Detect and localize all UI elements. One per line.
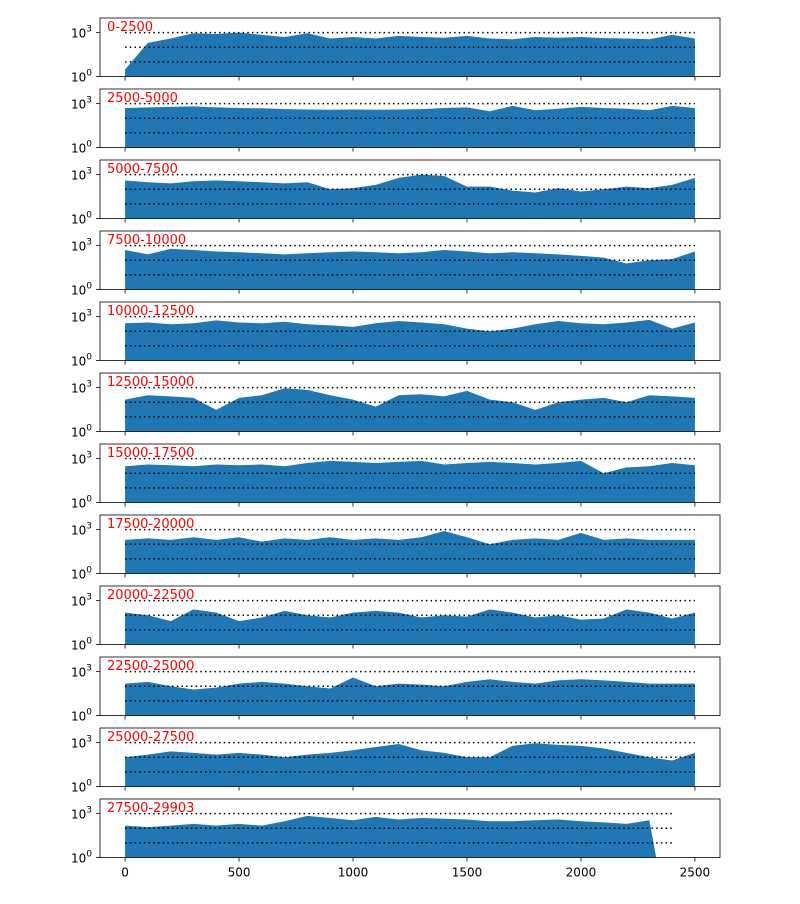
area-series-6: [125, 460, 695, 503]
panel-label-0: 0-2500: [107, 20, 153, 35]
x-tick-label-4: 2000: [566, 866, 597, 880]
panel-label-8: 20000-22500: [107, 588, 194, 603]
area-series-4: [125, 319, 695, 361]
y-tick-label-5-0: 100: [71, 424, 92, 440]
y-tick-label-7-0: 100: [71, 566, 92, 582]
area-series-2: [125, 174, 695, 219]
panel-frame-9: [99, 656, 721, 716]
panel-frame-2: [99, 159, 721, 219]
panel-frame-3: [99, 230, 721, 290]
y-tick-label-0-1: 103: [71, 25, 92, 41]
y-tick-label-3-0: 100: [71, 282, 92, 298]
area-series-11: [125, 815, 657, 858]
y-tick-label-10-1: 103: [71, 735, 92, 751]
panel-frame-11: [99, 798, 721, 858]
panel-frame-0: [99, 17, 721, 77]
y-tick-label-9-0: 100: [71, 708, 92, 724]
y-tick-label-1-1: 103: [71, 96, 92, 112]
y-tick-label-11-1: 103: [71, 806, 92, 822]
y-tick-label-0-0: 100: [71, 69, 92, 85]
panel-label-5: 12500-15000: [107, 375, 194, 390]
area-series-5: [125, 388, 695, 432]
x-tick-label-5: 2500: [680, 866, 711, 880]
y-tick-label-2-1: 103: [71, 167, 92, 183]
panel-frame-10: [99, 727, 721, 787]
y-tick-label-4-0: 100: [71, 353, 92, 369]
y-tick-label-5-1: 103: [71, 380, 92, 396]
panel-frame-4: [99, 301, 721, 361]
panel-frame-8: [99, 585, 721, 645]
x-tick-label-1: 500: [228, 866, 251, 880]
area-series-7: [125, 531, 695, 574]
x-tick-label-0: 0: [121, 866, 129, 880]
y-tick-label-3-1: 103: [71, 238, 92, 254]
y-tick-label-8-0: 100: [71, 637, 92, 653]
y-tick-label-2-0: 100: [71, 211, 92, 227]
x-tick-label-2: 1000: [338, 866, 369, 880]
y-tick-label-1-0: 100: [71, 140, 92, 156]
x-tick-label-3: 1500: [452, 866, 483, 880]
area-series-10: [125, 743, 695, 787]
y-tick-label-6-1: 103: [71, 451, 92, 467]
y-tick-label-6-0: 100: [71, 495, 92, 511]
panel-label-11: 27500-29903: [107, 801, 194, 816]
panel-frame-5: [99, 372, 721, 432]
panel-frame-7: [99, 514, 721, 574]
area-series-8: [125, 609, 695, 645]
panel-label-9: 22500-25000: [107, 659, 194, 674]
y-tick-label-7-1: 103: [71, 522, 92, 538]
panel-frame-1: [99, 88, 721, 148]
y-tick-label-11-0: 100: [71, 850, 92, 866]
panel-label-2: 5000-7500: [107, 162, 178, 177]
y-tick-label-10-0: 100: [71, 779, 92, 795]
panel-frame-6: [99, 443, 721, 503]
panel-label-1: 2500-5000: [107, 91, 178, 106]
y-tick-label-9-1: 103: [71, 664, 92, 680]
area-series-0: [125, 32, 695, 77]
y-tick-label-8-1: 103: [71, 593, 92, 609]
area-series-1: [125, 105, 695, 148]
panel-label-4: 10000-12500: [107, 304, 194, 319]
y-tick-label-4-1: 103: [71, 309, 92, 325]
area-series-3: [125, 248, 695, 290]
panel-label-3: 7500-10000: [107, 233, 186, 248]
panel-label-10: 25000-27500: [107, 730, 194, 745]
panel-label-6: 15000-17500: [107, 446, 194, 461]
area-series-9: [125, 677, 695, 716]
panel-label-7: 17500-20000: [107, 517, 194, 532]
